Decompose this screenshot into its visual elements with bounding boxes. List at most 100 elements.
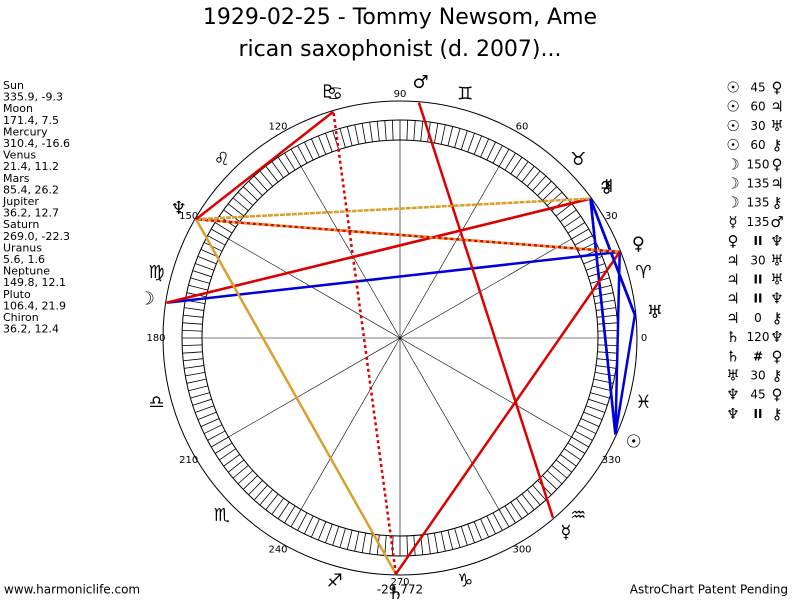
aspect-type: 60	[750, 138, 765, 152]
aspect-from: ♃	[726, 290, 739, 308]
ring-tick	[504, 152, 516, 171]
ring-tick	[253, 175, 268, 192]
planet-name: Chiron	[3, 311, 39, 324]
ring-tick	[510, 157, 523, 175]
ring-tick	[594, 299, 615, 305]
ring-tick	[317, 135, 327, 155]
ring-tick	[237, 470, 254, 485]
aspect-type: II	[754, 292, 763, 306]
ring-tick	[555, 203, 573, 217]
ring-tick	[537, 180, 552, 196]
ring-tick	[200, 418, 220, 428]
ring-tick	[498, 509, 510, 527]
ring-tick	[516, 161, 529, 179]
ring-tick	[526, 170, 541, 187]
ring-tick	[369, 534, 373, 554]
planet-glyph: ♂	[412, 72, 428, 93]
aspect-type: 135	[747, 196, 770, 210]
ring-tick	[563, 448, 581, 461]
aspect-type: #	[753, 349, 763, 363]
planet-name: Pluto	[3, 288, 31, 301]
aspect-line	[589, 198, 617, 435]
aspect-line	[195, 218, 620, 254]
ring-tick	[391, 535, 394, 556]
ring-tick	[325, 523, 333, 543]
spoke	[300, 166, 401, 339]
degree-label: 120	[268, 122, 287, 133]
ring-tick	[304, 515, 314, 535]
ring-tick	[516, 497, 529, 515]
degree-label: 210	[179, 455, 198, 466]
ring-tick	[284, 505, 296, 524]
aspect-type: 60	[750, 100, 765, 114]
ring-tick	[460, 130, 468, 150]
aspect-type: II	[754, 407, 763, 421]
ring-tick	[184, 307, 204, 311]
sign-glyph: ♋	[327, 84, 343, 105]
ring-tick	[232, 464, 249, 479]
aspect-from: ♃	[726, 309, 739, 327]
planet-coords: 310.4, -16.6	[3, 137, 70, 150]
aspect-from: ♄	[726, 347, 739, 365]
planet-coords: 21.4, 11.2	[3, 160, 59, 173]
aspect-to: ⚷	[772, 367, 783, 385]
aspect-from: ☉	[726, 136, 739, 154]
ring-tick	[597, 322, 618, 325]
aspect-from: ♃	[726, 271, 739, 289]
degree-label: 180	[146, 333, 165, 344]
ring-tick	[248, 480, 263, 496]
ring-tick	[284, 152, 296, 171]
ring-tick	[577, 424, 597, 434]
ring-tick	[467, 523, 475, 543]
aspect-to: ♀	[772, 79, 783, 97]
aspect-line	[417, 102, 555, 519]
sign-glyph: ♐	[327, 570, 343, 591]
planet-coords: 5.6, 1.6	[3, 253, 45, 266]
aspect-type: 30	[750, 369, 765, 383]
ring-tick	[346, 530, 353, 550]
aspect-to: ⚷	[772, 405, 783, 423]
aspect-type: 30	[750, 253, 765, 267]
title-line: rican saxophonist (d. 2007)...	[238, 37, 561, 62]
ring-tick	[585, 263, 605, 271]
ring-tick	[391, 120, 394, 141]
ring-tick	[265, 165, 279, 183]
aspect-to: ⚷	[772, 309, 783, 327]
aspect-to: ♅	[770, 271, 783, 289]
planet-name: Uranus	[3, 241, 42, 254]
ring-tick	[290, 509, 302, 527]
ring-tick	[346, 126, 353, 146]
ring-tick	[325, 133, 333, 153]
aspect-from: ☽	[726, 194, 739, 212]
planet-coords: 36.2, 12.7	[3, 207, 59, 220]
aspect-line	[194, 218, 397, 575]
sign-glyph: ♏	[214, 505, 230, 526]
ring-tick	[182, 351, 203, 354]
aspect-to: ♃	[770, 175, 783, 193]
ring-tick	[473, 521, 483, 541]
ring-tick	[486, 141, 496, 161]
sign-glyph: ♈	[635, 262, 651, 283]
ring-tick	[214, 442, 233, 454]
ring-tick	[192, 398, 212, 406]
aspect-line	[195, 110, 335, 221]
ring-tick	[574, 235, 593, 246]
ring-tick	[186, 378, 207, 384]
ring-tick	[361, 532, 367, 553]
planet-coords: 335.9, -9.3	[3, 91, 63, 104]
ring-tick	[532, 175, 547, 192]
ring-tick	[354, 124, 360, 145]
aspect-line	[394, 251, 621, 575]
ring-tick	[376, 121, 380, 142]
ring-tick	[521, 493, 535, 511]
aspect-from: ☿	[728, 213, 737, 231]
spoke	[399, 337, 572, 438]
ring-tick	[563, 215, 581, 228]
planet-glyph: ♃	[599, 176, 615, 197]
ring-tick	[384, 120, 387, 141]
ring-tick	[207, 235, 226, 246]
planet-name: Venus	[3, 149, 36, 162]
aspect-to: ♀	[772, 386, 783, 404]
ring-tick	[182, 344, 203, 347]
